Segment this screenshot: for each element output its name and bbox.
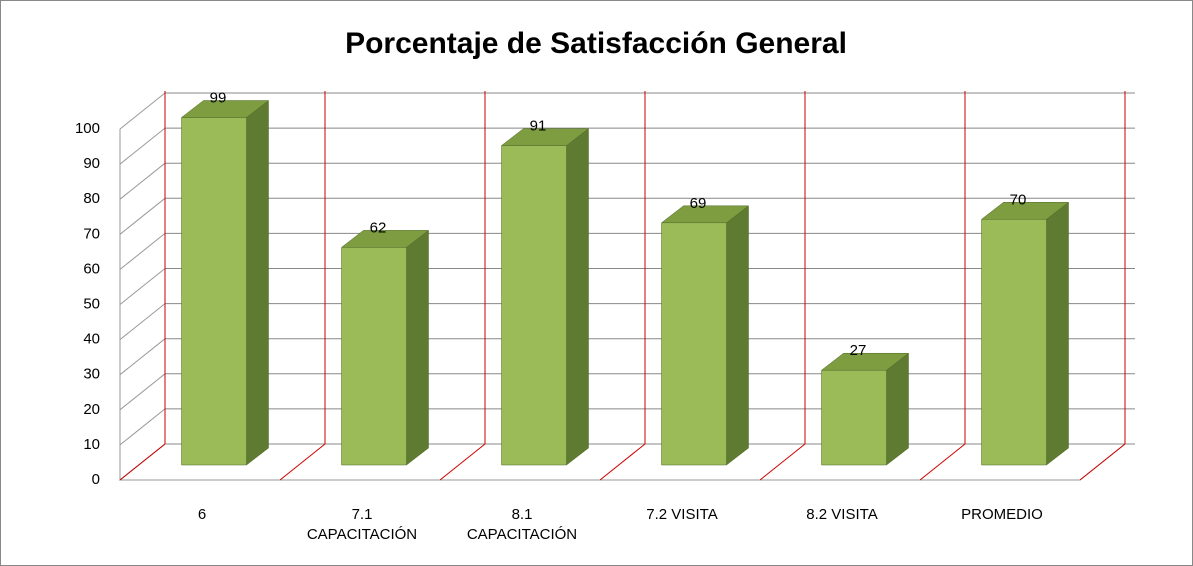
bar-front (341, 247, 407, 466)
x-tick-label: PROMEDIO (961, 506, 1043, 523)
bar (980, 201, 1070, 466)
chart-title: Porcentaje de Satisfacción General (345, 27, 847, 60)
floor-divider (119, 443, 166, 481)
y-tick-label: 80 (83, 190, 100, 207)
bar (340, 229, 430, 466)
bar-side (886, 352, 909, 466)
data-label: 27 (850, 342, 867, 359)
floor-divider (439, 443, 486, 481)
grid-line-side (119, 338, 166, 376)
y-tick-label: 30 (83, 366, 100, 383)
data-label: 70 (1010, 191, 1027, 208)
bar-side (566, 128, 589, 466)
bar-front (501, 145, 567, 466)
data-label: 62 (370, 219, 387, 236)
y-tick-label: 40 (83, 331, 100, 348)
grid-line-side (119, 268, 166, 305)
y-tick-label: 100 (75, 120, 100, 137)
floor-divider (1079, 443, 1126, 481)
floor-divider (759, 443, 806, 481)
grid-line-side (119, 373, 166, 411)
x-tick-label: 8.1 CAPACITACIÓN (466, 506, 578, 543)
floor-divider (279, 443, 326, 481)
bar-side (726, 205, 749, 466)
bar (660, 205, 750, 466)
floor-divider (599, 443, 646, 481)
bar-side (406, 229, 429, 466)
x-tick-label: 7.2 VISITA (646, 506, 718, 523)
grid-line-side (119, 92, 166, 130)
floor-divider (919, 443, 966, 481)
grid-line-side (119, 233, 166, 270)
grid-line-side (119, 197, 166, 235)
data-label: 91 (530, 118, 547, 135)
grid-line-side (119, 408, 166, 446)
grid-line-side (119, 303, 166, 340)
bar (820, 352, 910, 466)
bar (180, 100, 270, 466)
y-tick-label: 20 (83, 401, 100, 418)
x-tick-label: 7.1 CAPACITACIÓN (306, 506, 418, 543)
data-label: 99 (210, 89, 227, 106)
y-tick-label: 70 (83, 225, 100, 242)
y-tick-label: 0 (92, 471, 100, 488)
bar-front (181, 117, 247, 466)
bar (500, 128, 590, 466)
y-tick-label: 60 (83, 260, 100, 277)
y-tick-label: 10 (83, 436, 100, 453)
y-tick-label: 50 (83, 295, 100, 312)
grid-line-side (119, 127, 166, 165)
bar-front (821, 369, 887, 466)
grid-line-side (119, 162, 166, 200)
bar-front (981, 219, 1047, 466)
x-tick-label: 6 (197, 506, 207, 523)
x-tick-label: 8.2 VISITA (806, 506, 878, 523)
y-tick-label: 90 (83, 155, 100, 172)
bar-side (246, 100, 269, 466)
data-label: 69 (690, 195, 707, 212)
bar-front (661, 222, 727, 466)
bar-side (1046, 201, 1069, 466)
